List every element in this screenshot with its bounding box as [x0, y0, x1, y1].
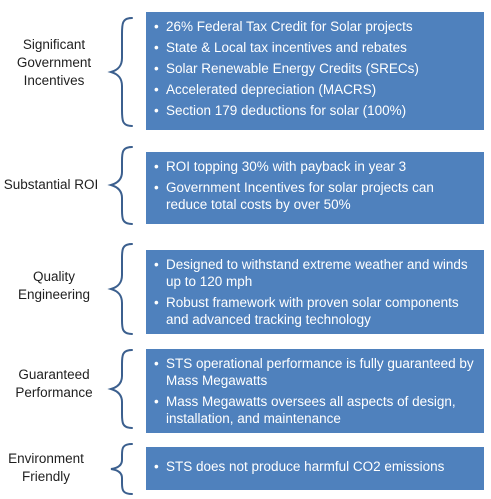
brace-3 [107, 243, 133, 335]
list-item: Designed to withstand extreme weather an… [154, 256, 478, 290]
label-line: Government [16, 55, 92, 70]
bullet-list: STS does not produce harmful CO2 emissio… [154, 458, 478, 475]
label-line: Engineering [17, 287, 91, 302]
bullet-list: Designed to withstand extreme weather an… [154, 256, 478, 328]
label-line: Guaranteed [18, 367, 90, 382]
label-line: Incentives [23, 73, 85, 88]
label-line: Substantial ROI [3, 177, 99, 192]
brace-5 [110, 443, 133, 495]
label-line: Significant [22, 37, 86, 52]
label-line: Performance [15, 385, 93, 400]
row-label-government-incentives: Significant Government Incentives [0, 36, 108, 90]
row-label-substantial-roi: Substantial ROI [0, 176, 104, 194]
list-item: STS does not produce harmful CO2 emissio… [154, 458, 478, 475]
label-line: Friendly [21, 469, 70, 484]
brace-2 [107, 146, 133, 225]
bullet-list: 26% Federal Tax Credit for Solar project… [154, 18, 478, 119]
environment-box: STS does not produce harmful CO2 emissio… [146, 447, 484, 490]
bullet-list: STS operational performance is fully gua… [154, 355, 478, 427]
label-line: Quality [32, 269, 76, 284]
row-label-environment-friendly: Environment Friendly [0, 450, 92, 486]
label-line: Environment [8, 451, 84, 466]
row-label-quality-engineering: Quality Engineering [0, 268, 108, 304]
performance-box: STS operational performance is fully gua… [146, 349, 484, 433]
list-item: Section 179 deductions for solar (100%) [154, 102, 478, 119]
bullet-list: ROI topping 30% with payback in year 3 G… [154, 158, 478, 213]
list-item: Government Incentives for solar projects… [154, 179, 478, 213]
list-item: Robust framework with proven solar compo… [154, 294, 478, 328]
incentives-box: 26% Federal Tax Credit for Solar project… [146, 12, 484, 130]
row-label-guaranteed-performance: Guaranteed Performance [0, 366, 108, 402]
brace-1 [107, 17, 133, 127]
engineering-box: Designed to withstand extreme weather an… [146, 250, 484, 334]
list-item: Mass Megawatts oversees all aspects of d… [154, 393, 478, 427]
brace-4 [107, 349, 133, 429]
list-item: State & Local tax incentives and rebates [154, 39, 478, 56]
list-item: Solar Renewable Energy Credits (SRECs) [154, 60, 478, 77]
list-item: ROI topping 30% with payback in year 3 [154, 158, 478, 175]
list-item: STS operational performance is fully gua… [154, 355, 478, 389]
list-item: 26% Federal Tax Credit for Solar project… [154, 18, 478, 35]
list-item: Accelerated depreciation (MACRS) [154, 81, 478, 98]
roi-box: ROI topping 30% with payback in year 3 G… [146, 152, 484, 224]
